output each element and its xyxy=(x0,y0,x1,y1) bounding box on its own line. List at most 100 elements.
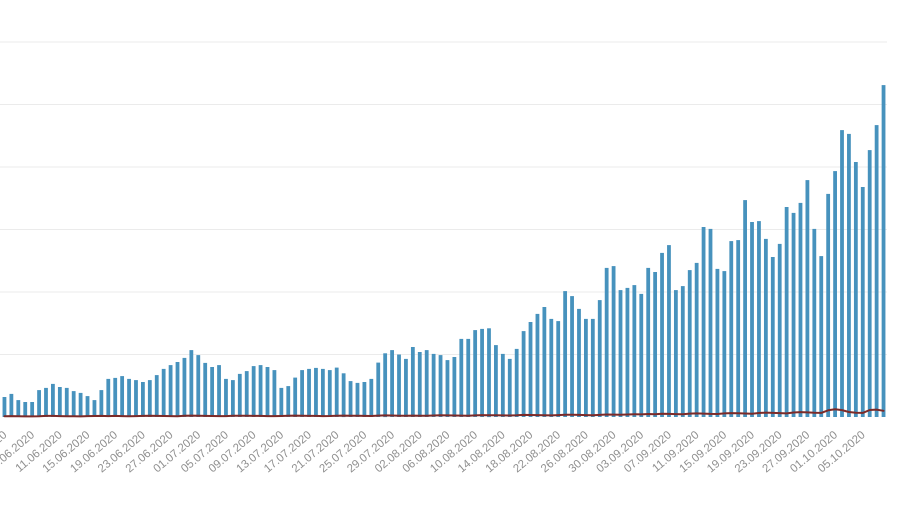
daily-cases-bar[interactable] xyxy=(445,360,450,417)
daily-cases-bar[interactable] xyxy=(680,286,685,417)
daily-cases-bar[interactable] xyxy=(833,171,837,417)
daily-cases-bar[interactable] xyxy=(16,400,21,417)
daily-cases-bar[interactable] xyxy=(577,308,581,417)
daily-cases-bar[interactable] xyxy=(196,355,201,417)
daily-cases-bar[interactable] xyxy=(362,382,367,417)
daily-cases-bar[interactable] xyxy=(64,387,69,417)
daily-cases-bar[interactable] xyxy=(625,287,630,417)
daily-cases-bar[interactable] xyxy=(694,262,699,417)
daily-cases-bar[interactable] xyxy=(466,338,471,417)
daily-cases-bar[interactable] xyxy=(175,362,180,417)
daily-cases-bar[interactable] xyxy=(584,318,588,417)
daily-cases-bar[interactable] xyxy=(9,393,14,417)
daily-cases-bar[interactable] xyxy=(646,267,651,417)
daily-cases-bar[interactable] xyxy=(798,202,803,417)
daily-cases-bar[interactable] xyxy=(203,362,208,417)
daily-cases-bar[interactable] xyxy=(500,353,505,417)
daily-cases-bar[interactable] xyxy=(639,293,644,417)
daily-cases-bar[interactable] xyxy=(147,380,152,417)
daily-cases-bar[interactable] xyxy=(237,373,242,417)
daily-cases-bar[interactable] xyxy=(701,227,706,417)
daily-cases-bar[interactable] xyxy=(397,354,401,418)
daily-cases-bar[interactable] xyxy=(874,125,879,417)
daily-cases-bar[interactable] xyxy=(867,150,872,417)
daily-cases-bar[interactable] xyxy=(750,222,754,417)
daily-cases-bar[interactable] xyxy=(687,270,692,417)
daily-cases-bar[interactable] xyxy=(272,370,277,417)
daily-cases-bar[interactable] xyxy=(182,357,187,417)
daily-cases-bar[interactable] xyxy=(293,377,298,417)
daily-cases-bar[interactable] xyxy=(597,300,602,417)
daily-cases-bar[interactable] xyxy=(355,382,360,417)
daily-cases-bar[interactable] xyxy=(729,241,734,417)
daily-cases-bar[interactable] xyxy=(480,328,484,417)
daily-cases-bar[interactable] xyxy=(2,397,7,417)
daily-cases-bar[interactable] xyxy=(286,386,291,417)
daily-cases-bar[interactable] xyxy=(590,318,595,417)
daily-cases-bar[interactable] xyxy=(417,352,422,417)
daily-cases-bar[interactable] xyxy=(44,387,48,417)
daily-cases-bar[interactable] xyxy=(826,193,831,417)
daily-cases-bar[interactable] xyxy=(85,396,90,417)
daily-cases-bar[interactable] xyxy=(127,378,131,417)
daily-cases-bar[interactable] xyxy=(431,353,436,417)
daily-cases-bar[interactable] xyxy=(106,378,111,417)
daily-cases-bar[interactable] xyxy=(528,322,533,417)
daily-cases-bar[interactable] xyxy=(334,367,339,417)
daily-cases-bar[interactable] xyxy=(438,355,443,417)
daily-cases-bar[interactable] xyxy=(881,85,886,417)
daily-cases-bar[interactable] xyxy=(224,378,228,417)
daily-cases-bar[interactable] xyxy=(632,285,637,417)
daily-cases-bar[interactable] xyxy=(708,228,713,417)
daily-cases-bar[interactable] xyxy=(667,245,671,417)
daily-cases-bar[interactable] xyxy=(189,350,194,417)
daily-cases-bar[interactable] xyxy=(673,290,678,417)
daily-cases-bar[interactable] xyxy=(487,328,491,418)
daily-cases-bar[interactable] xyxy=(805,180,810,417)
daily-cases-bar[interactable] xyxy=(168,365,173,417)
daily-cases-bar[interactable] xyxy=(757,221,761,417)
daily-cases-bar[interactable] xyxy=(847,133,851,417)
daily-cases-bar[interactable] xyxy=(514,348,519,417)
daily-cases-bar[interactable] xyxy=(327,370,332,417)
daily-cases-bar[interactable] xyxy=(494,345,498,417)
daily-cases-bar[interactable] xyxy=(784,207,789,417)
daily-cases-bar[interactable] xyxy=(51,383,55,417)
daily-cases-bar[interactable] xyxy=(134,380,138,417)
daily-cases-bar[interactable] xyxy=(570,296,574,417)
daily-cases-bar[interactable] xyxy=(320,368,325,417)
daily-cases-bar[interactable] xyxy=(390,350,394,417)
daily-cases-bar[interactable] xyxy=(154,375,159,417)
daily-cases-bar[interactable] xyxy=(376,362,381,417)
daily-cases-bar[interactable] xyxy=(860,187,865,417)
daily-cases-bar[interactable] xyxy=(736,240,741,417)
daily-cases-bar[interactable] xyxy=(653,272,658,417)
daily-cases-bar[interactable] xyxy=(853,162,858,417)
daily-cases-bar[interactable] xyxy=(251,366,256,417)
daily-cases-bar[interactable] xyxy=(120,376,125,417)
daily-cases-bar[interactable] xyxy=(230,380,235,417)
daily-cases-bar[interactable] xyxy=(791,212,796,417)
daily-cases-bar[interactable] xyxy=(404,358,408,417)
daily-cases-bar[interactable] xyxy=(556,321,561,417)
daily-cases-bar[interactable] xyxy=(549,318,554,417)
daily-cases-bar[interactable] xyxy=(92,400,97,417)
daily-cases-bar[interactable] xyxy=(507,358,512,417)
daily-cases-bar[interactable] xyxy=(763,238,768,417)
daily-cases-bar[interactable] xyxy=(30,402,35,417)
daily-cases-bar[interactable] xyxy=(722,271,727,417)
daily-cases-bar[interactable] xyxy=(369,378,374,417)
daily-cases-bar[interactable] xyxy=(424,350,429,417)
daily-cases-bar[interactable] xyxy=(23,402,28,417)
daily-cases-bar[interactable] xyxy=(459,338,464,417)
daily-cases-bar[interactable] xyxy=(279,387,284,417)
daily-cases-bar[interactable] xyxy=(113,377,118,417)
daily-cases-bar[interactable] xyxy=(341,373,346,418)
daily-cases-bar[interactable] xyxy=(770,257,775,417)
daily-cases-bar[interactable] xyxy=(99,390,104,417)
daily-cases-bar[interactable] xyxy=(258,365,263,417)
daily-cases-bar[interactable] xyxy=(37,390,41,417)
daily-cases-bar[interactable] xyxy=(141,382,145,417)
daily-cases-bar[interactable] xyxy=(743,200,747,417)
daily-cases-bar[interactable] xyxy=(604,267,609,417)
